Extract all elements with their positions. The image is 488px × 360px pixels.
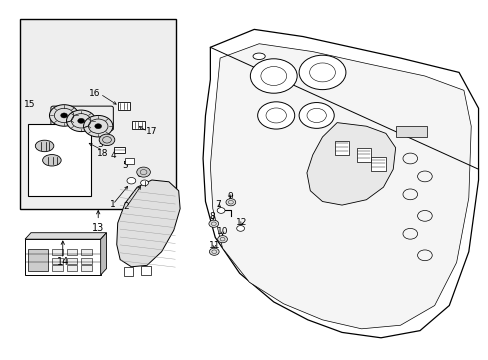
Circle shape [217,235,227,243]
Bar [141,266,151,275]
Text: 14: 14 [57,257,69,267]
Bar [370,157,385,171]
Bar [81,249,92,255]
Circle shape [61,113,67,118]
Text: 6: 6 [137,170,142,179]
Bar [52,258,62,264]
Circle shape [217,208,224,213]
Circle shape [250,59,297,93]
Bar [334,141,348,155]
Circle shape [299,55,345,90]
Polygon shape [117,180,180,267]
Bar [27,125,91,196]
Circle shape [209,248,219,255]
Text: 10: 10 [216,228,228,237]
Circle shape [208,220,218,227]
Polygon shape [101,233,106,275]
Text: 3: 3 [98,140,103,149]
Bar [114,147,124,153]
Bar [66,265,77,271]
Circle shape [49,105,79,126]
Circle shape [299,103,333,129]
Circle shape [236,226,244,231]
Circle shape [127,177,136,184]
Polygon shape [203,30,478,338]
Bar [66,249,77,255]
Bar [81,258,92,264]
Polygon shape [25,233,106,239]
Polygon shape [306,123,395,205]
Circle shape [257,102,294,129]
Ellipse shape [35,140,54,152]
Circle shape [78,118,84,123]
Bar [132,121,144,129]
Bar [25,239,101,275]
Circle shape [141,180,148,186]
Bar [28,249,47,271]
Text: 1: 1 [110,200,116,209]
Text: 4: 4 [111,151,117,160]
Ellipse shape [42,154,61,166]
Circle shape [95,124,102,129]
Text: 12: 12 [236,218,247,227]
Bar [20,19,176,209]
Text: 15: 15 [24,100,36,109]
Circle shape [137,167,150,177]
Bar [123,267,133,276]
Bar [395,126,427,137]
Bar [81,265,92,271]
Bar [118,102,130,110]
Polygon shape [210,44,470,329]
Text: 5: 5 [122,161,128,170]
Bar [356,148,370,162]
Text: 16: 16 [89,89,101,98]
Bar [52,265,62,271]
Text: 9: 9 [226,192,232,201]
Ellipse shape [252,53,264,59]
Text: 17: 17 [146,127,157,136]
Bar [66,258,77,264]
Text: 18: 18 [97,149,109,158]
Bar [52,249,62,255]
Text: 13: 13 [92,223,104,233]
Circle shape [225,199,235,206]
Text: 7: 7 [214,200,220,209]
Circle shape [66,110,96,132]
Circle shape [83,116,113,137]
Text: 8: 8 [208,212,214,221]
Text: 11: 11 [208,242,220,251]
Text: 2: 2 [123,202,129,211]
Circle shape [99,134,115,145]
Bar [125,158,134,164]
